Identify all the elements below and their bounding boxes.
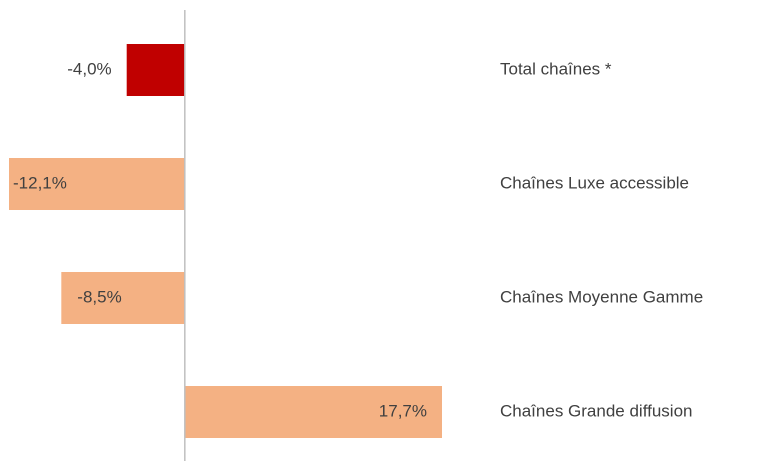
bar [61,272,185,324]
category-label: Chaînes Luxe accessible [500,173,689,192]
category-label: Chaînes Moyenne Gamme [500,287,703,306]
value-label: -12,1% [13,173,67,192]
bar [184,386,442,438]
category-label: Total chaînes * [500,59,612,78]
value-label: -4,0% [67,59,111,78]
bar [9,158,185,210]
value-label: -8,5% [77,287,121,306]
category-label: Chaînes Grande diffusion [500,401,692,420]
value-label: 17,7% [379,401,427,420]
bar [126,44,185,96]
